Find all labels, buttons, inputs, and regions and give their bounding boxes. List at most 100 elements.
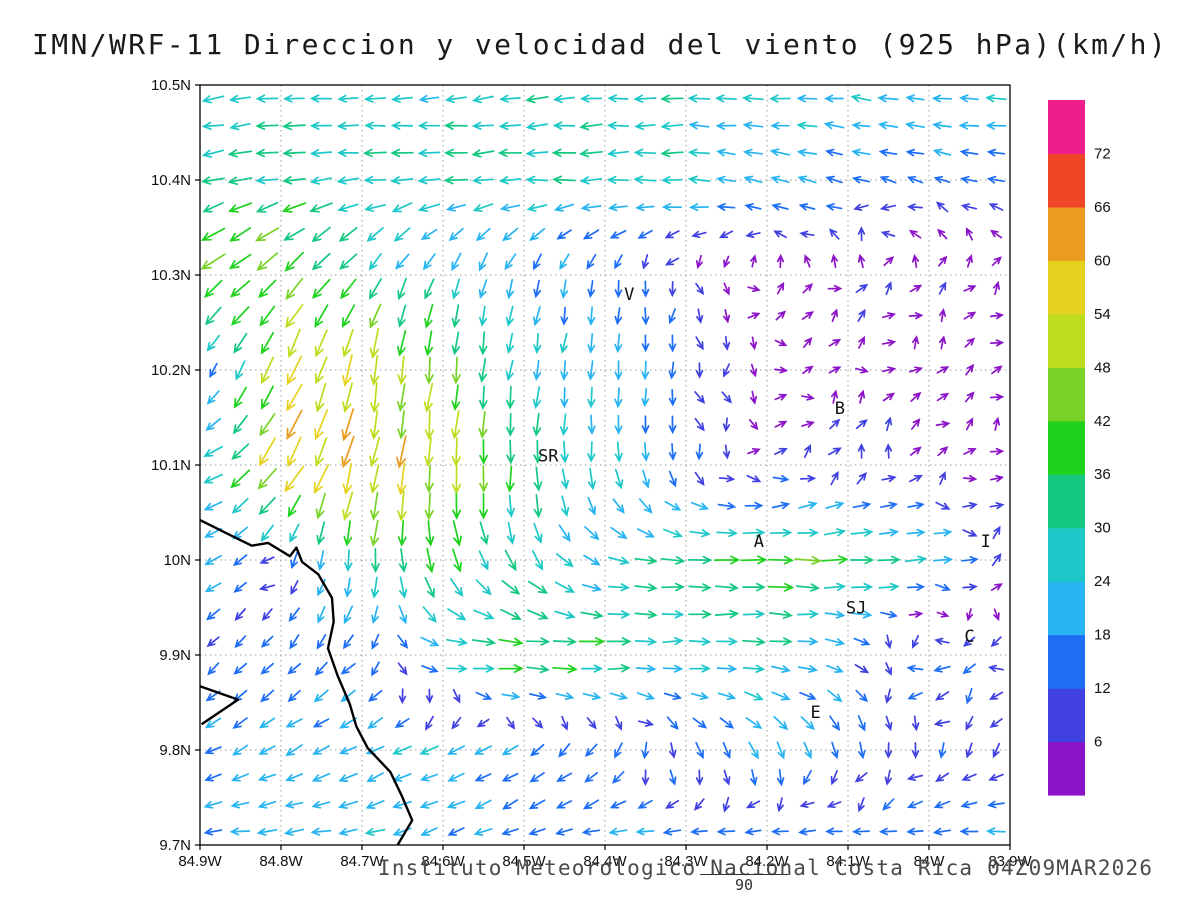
wind-arrow <box>881 474 897 483</box>
wind-arrow <box>905 94 925 103</box>
wind-arrow <box>852 501 872 510</box>
wind-arrow <box>397 355 407 386</box>
wind-arrow <box>904 555 928 564</box>
wind-arrow <box>419 773 439 782</box>
wind-arrow <box>878 528 900 537</box>
wind-arrow <box>579 176 603 185</box>
wind-arrow <box>337 148 359 157</box>
wind-arrow <box>742 121 764 130</box>
wind-arrow <box>340 278 357 300</box>
wind-arrow <box>905 148 925 157</box>
wind-arrow <box>446 664 468 673</box>
wind-arrow <box>203 473 223 484</box>
wind-arrow <box>368 278 382 300</box>
wind-arrow <box>749 336 758 351</box>
wind-arrow <box>985 94 1007 103</box>
wind-arrow <box>234 608 247 621</box>
wind-arrow <box>664 230 680 239</box>
wind-arrow <box>287 494 302 518</box>
wind-arrow <box>799 800 815 809</box>
wind-arrow <box>230 306 250 326</box>
wind-arrow <box>552 175 576 185</box>
wind-arrow <box>255 201 279 213</box>
wind-arrow <box>231 443 250 460</box>
colorbar-segment <box>1048 313 1085 368</box>
wind-arrow <box>911 253 920 268</box>
wind-arrow <box>857 308 866 322</box>
wind-arrow <box>447 608 467 621</box>
wind-arrow <box>662 637 684 646</box>
wind-arrow <box>311 800 331 809</box>
wind-arrow <box>661 175 683 185</box>
wind-arrow <box>397 520 407 547</box>
wind-arrow <box>857 443 866 459</box>
wind-arrow <box>529 227 546 242</box>
wind-arrow <box>506 278 515 300</box>
wind-arrow <box>936 366 950 374</box>
wind-arrow <box>506 385 515 410</box>
wind-arrow <box>989 447 1005 456</box>
wind-arrow <box>906 827 924 836</box>
wind-arrow <box>533 253 542 271</box>
wind-arrow <box>420 827 438 836</box>
wind-arrow <box>474 799 492 810</box>
wind-arrow <box>315 382 327 413</box>
wind-arrow <box>473 609 495 620</box>
wind-arrow <box>774 420 788 428</box>
wind-arrow <box>371 633 380 650</box>
wind-arrow <box>853 203 869 211</box>
wind-arrow <box>394 717 410 728</box>
wind-arrow <box>479 465 489 493</box>
wind-arrow <box>742 609 766 619</box>
wind-arrow <box>908 610 924 618</box>
wind-arrow <box>612 498 625 514</box>
wind-arrow <box>858 335 865 349</box>
wind-arrow <box>796 148 818 157</box>
wind-arrow <box>881 339 897 347</box>
wind-arrow <box>258 583 276 592</box>
wind-arrow <box>420 636 440 647</box>
y-tick-label: 10.4N <box>151 172 191 189</box>
wind-arrow <box>695 769 704 786</box>
wind-arrow <box>499 203 521 212</box>
wind-arrow <box>688 203 709 212</box>
wind-arrow <box>906 203 923 211</box>
wind-arrow <box>855 283 869 294</box>
wind-arrow <box>694 417 705 432</box>
y-tick-label: 10.5N <box>151 77 191 94</box>
wind-arrow <box>884 688 892 704</box>
wind-arrow <box>257 773 277 782</box>
wind-arrow <box>722 309 731 324</box>
wind-arrow <box>688 637 712 646</box>
wind-arrow <box>938 255 948 267</box>
wind-arrow <box>559 253 570 271</box>
wind-arrow <box>553 203 575 212</box>
wind-arrow <box>229 827 251 836</box>
wind-arrow <box>606 637 632 646</box>
wind-arrow <box>445 637 469 647</box>
wind-arrow <box>635 664 657 673</box>
colorbar-segment <box>1048 367 1085 422</box>
colorbar-tick-label: 72 <box>1094 146 1111 163</box>
wind-arrow <box>370 355 380 386</box>
wind-arrow <box>255 176 279 185</box>
wind-arrow <box>505 332 515 355</box>
wind-arrow <box>200 253 226 270</box>
wind-arrow <box>586 253 597 270</box>
wind-arrow <box>795 583 821 592</box>
wind-arrow <box>857 715 866 732</box>
wind-arrow <box>802 365 814 375</box>
wind-arrow <box>986 148 1006 157</box>
wind-arrow <box>938 281 947 295</box>
x-tick-label: 83.9W <box>988 853 1032 870</box>
wind-arrow <box>635 827 655 836</box>
wind-arrow <box>281 202 307 213</box>
wind-arrow <box>259 305 276 327</box>
wind-arrow <box>990 229 1003 239</box>
wind-arrow <box>635 203 655 212</box>
wind-arrow <box>230 469 251 489</box>
wind-arrow <box>504 253 517 271</box>
wind-arrow <box>743 175 763 184</box>
wind-arrow <box>419 800 439 809</box>
wind-arrow <box>801 420 815 428</box>
